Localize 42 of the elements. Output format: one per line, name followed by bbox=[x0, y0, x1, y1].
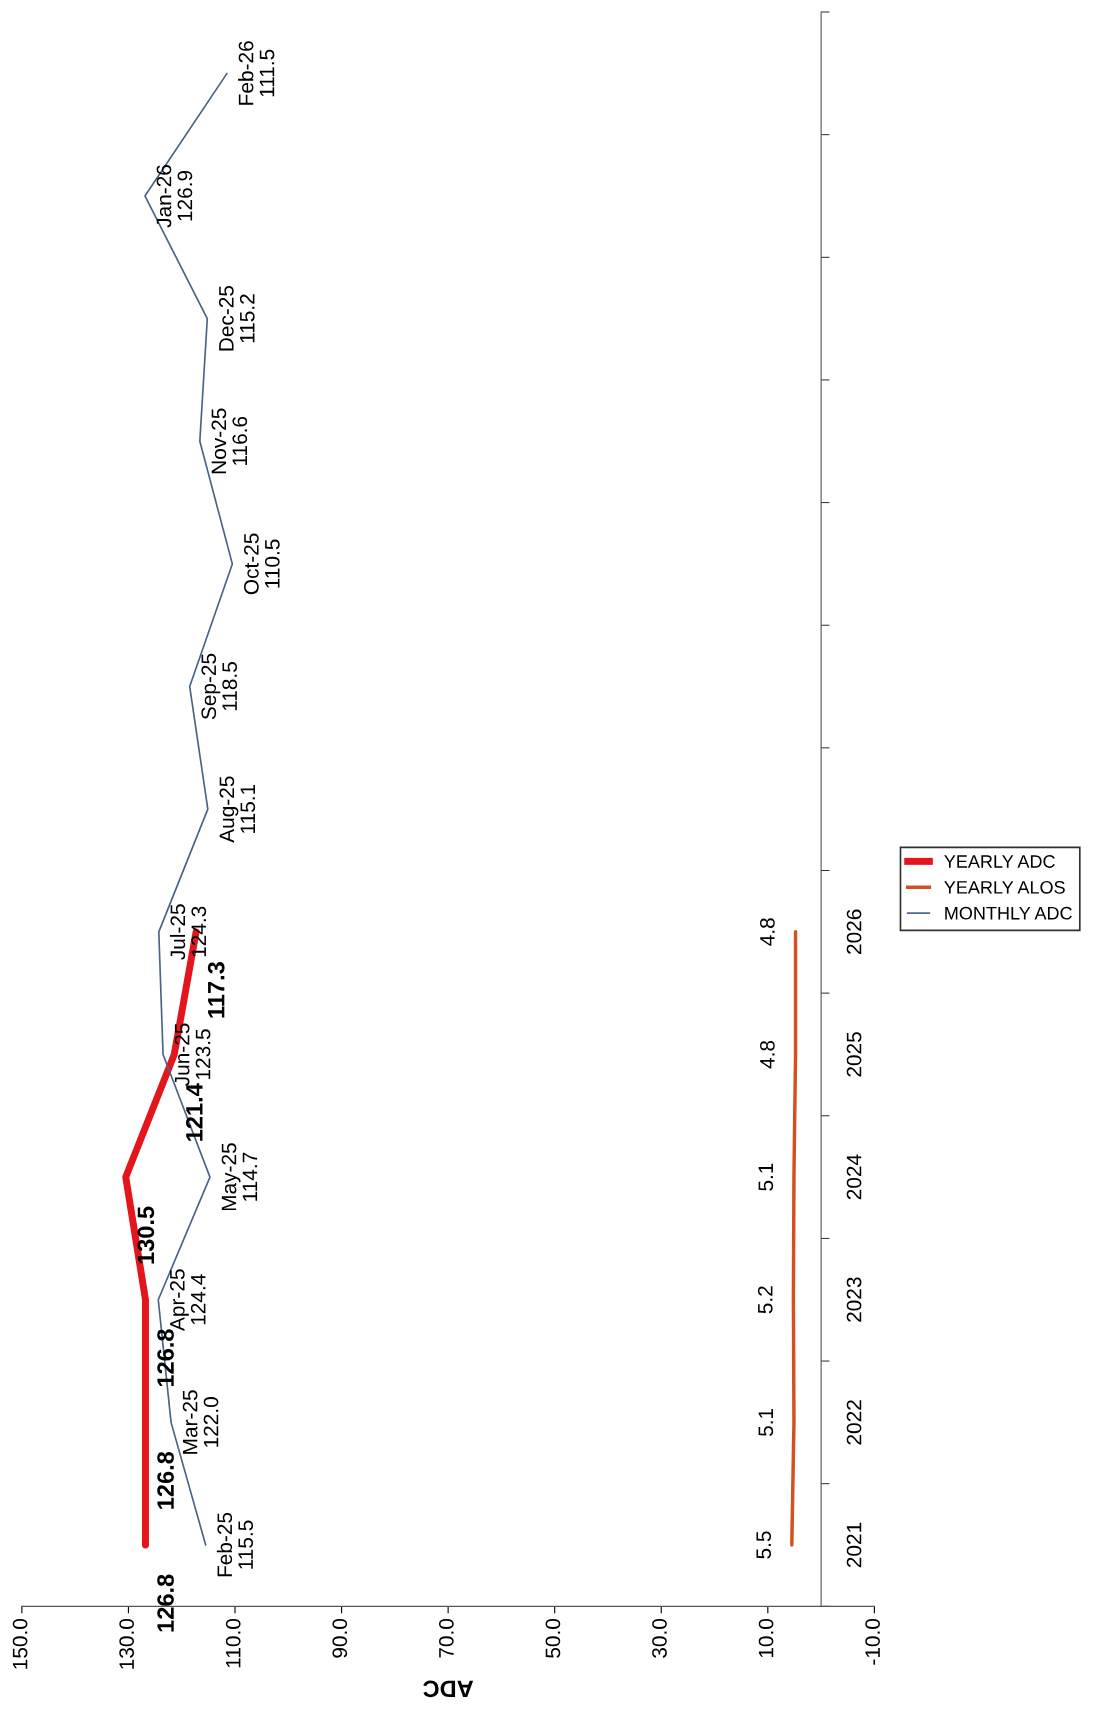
x-axis-title: ADC bbox=[423, 1680, 474, 1698]
data-label: 4.8 bbox=[760, 1040, 775, 1069]
data-label: 5.1 bbox=[758, 1163, 774, 1191]
data-label: Apr-25 124.4 bbox=[169, 1269, 206, 1331]
data-label: 126.8 bbox=[157, 1451, 174, 1509]
x-tick-label: 50.0 bbox=[545, 1618, 561, 1658]
y-tick-label: 2021 bbox=[846, 1522, 862, 1568]
data-label: 5.2 bbox=[757, 1286, 773, 1314]
y-tick-label: 2022 bbox=[846, 1400, 862, 1445]
data-label: 5.5 bbox=[756, 1531, 772, 1559]
x-tick-label: -10.0 bbox=[865, 1618, 880, 1665]
data-label: Feb-26 111.5 bbox=[238, 41, 275, 105]
data-label: 126.8 bbox=[157, 1574, 174, 1632]
data-label: Aug-25 115.1 bbox=[219, 776, 256, 843]
data-label: Jan-26 126.9 bbox=[156, 165, 193, 228]
data-label: Feb-25 115.5 bbox=[216, 1512, 254, 1577]
x-tick-label: 110.0 bbox=[225, 1618, 241, 1668]
data-label: Oct-25 110.5 bbox=[243, 533, 280, 595]
x-tick-label: 150.0 bbox=[12, 1618, 28, 1669]
data-label: 117.3 bbox=[207, 962, 225, 1018]
data-label: 5.1 bbox=[758, 1408, 774, 1437]
x-tick-label: 130.0 bbox=[119, 1618, 135, 1669]
y-tick-label: 2026 bbox=[846, 909, 862, 954]
data-label: Sep-25 118.5 bbox=[201, 653, 238, 720]
legend-label: MONTHLY ADC bbox=[945, 906, 1072, 920]
data-label: May-25 114.7 bbox=[221, 1143, 258, 1211]
data-label: Mar-25 122.0 bbox=[182, 1390, 219, 1454]
legend-label: YEARLY ALOS bbox=[944, 880, 1065, 894]
data-label: Dec-25 115.2 bbox=[218, 285, 255, 351]
x-tick-label: 10.0 bbox=[758, 1618, 774, 1658]
data-label: Jul-25 124.3 bbox=[169, 904, 207, 960]
data-label: 126.8 bbox=[157, 1329, 174, 1387]
x-tick-label: 70.0 bbox=[438, 1618, 454, 1658]
x-tick-label: 90.0 bbox=[332, 1618, 348, 1658]
y-tick-label: 2023 bbox=[846, 1277, 862, 1322]
data-label: Nov-25 116.6 bbox=[211, 408, 248, 474]
data-label: 4.8 bbox=[760, 918, 775, 946]
y-tick-label: 2025 bbox=[846, 1032, 862, 1077]
x-tick-label: 30.0 bbox=[652, 1618, 667, 1658]
legend-label: YEARLY ADC bbox=[944, 855, 1055, 868]
data-label: 130.5 bbox=[137, 1206, 155, 1264]
y-tick-label: 2024 bbox=[846, 1154, 862, 1200]
